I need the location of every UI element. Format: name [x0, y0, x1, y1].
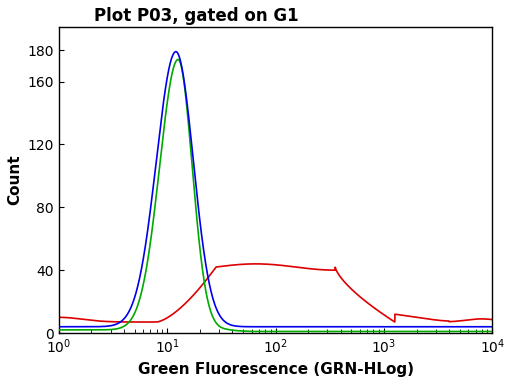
Y-axis label: Count: Count: [7, 154, 22, 205]
X-axis label: Green Fluorescence (GRN-HLog): Green Fluorescence (GRN-HLog): [138, 362, 414, 377]
Text: Plot P03, gated on G1: Plot P03, gated on G1: [94, 7, 298, 25]
